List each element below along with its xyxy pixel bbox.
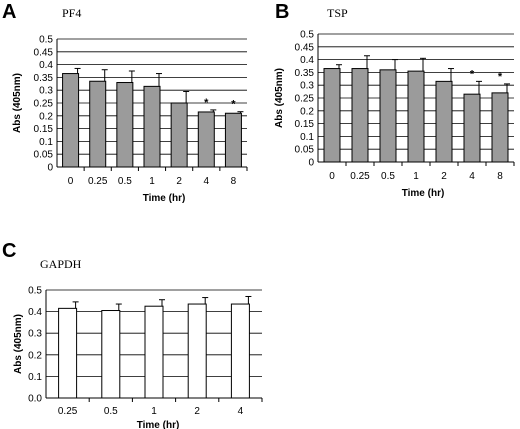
bar: [144, 305, 164, 399]
y-tick-label: 0.1: [300, 132, 314, 143]
bar: [351, 68, 369, 163]
bar: [101, 310, 121, 399]
x-tick-label: 4: [238, 406, 244, 417]
y-tick-label: 0.15: [34, 124, 54, 135]
y-tick-label: 0.4: [300, 55, 314, 66]
bar: [187, 303, 207, 399]
x-tick-label: 2: [441, 171, 447, 182]
y-tick-label: 0.2: [39, 111, 53, 122]
x-tick-label: 0.5: [381, 171, 395, 182]
significance-mark-asterisk: *: [204, 97, 209, 109]
bar: [89, 80, 107, 168]
y-tick-label: 0: [308, 158, 314, 169]
bar: [491, 92, 509, 163]
x-tick-label: 2: [194, 406, 200, 417]
y-tick-label: 0.4: [28, 307, 42, 318]
y-tick-label: 0.3: [300, 81, 314, 92]
x-tick-label: 1: [413, 171, 419, 182]
y-tick-label: 0.35: [34, 73, 54, 84]
x-tick-label: 0.25: [58, 406, 78, 417]
y-tick-label: 0.25: [295, 94, 315, 105]
y-tick-label: 0.5: [300, 30, 314, 41]
x-tick-label: 2: [176, 176, 182, 187]
panel-title-gapdh: GAPDH: [40, 257, 82, 271]
bar: [323, 68, 341, 163]
y-tick-label: 0: [47, 163, 53, 174]
bar: [170, 102, 188, 168]
x-tick-label: 8: [231, 176, 237, 187]
y-axis-label: Abs (405nm): [13, 314, 24, 374]
x-tick-label: 0: [68, 176, 74, 187]
x-tick-label: 0: [329, 171, 335, 182]
x-tick-label: 0.5: [118, 176, 132, 187]
significance-mark-asterisk: *: [498, 71, 503, 83]
bar: [116, 82, 134, 168]
y-tick-label: 0.5: [39, 35, 53, 46]
x-axis-label: Time (hr): [402, 188, 445, 199]
panel-title-tsp: TSP: [327, 6, 348, 20]
y-tick-label: 0.0: [28, 394, 42, 405]
panel-letter-a: A: [2, 1, 16, 23]
y-tick-label: 0.05: [295, 145, 315, 156]
y-tick-label: 0.45: [295, 42, 315, 53]
bar: [379, 69, 397, 163]
x-axis-label: Time (hr): [143, 193, 186, 204]
y-tick-label: 0.5: [28, 286, 42, 297]
y-tick-label: 0.3: [39, 86, 53, 97]
bar: [143, 85, 161, 168]
panel-a: A PF4 00.050.10.150.20.250.30.350.40.450…: [2, 1, 248, 204]
bar: [230, 303, 250, 399]
bar: [407, 70, 425, 163]
bar: [224, 112, 242, 168]
x-tick-label: 0.25: [350, 171, 370, 182]
y-tick-label: 0.2: [300, 106, 314, 117]
panel-c: C GAPDH 0.0 0.1 0.2 0.3 0.4 0.5 0.25 0.5 1 2 4 Time…: [2, 240, 263, 429]
x-tick-label: 1: [151, 406, 157, 417]
x-tick-label: 1: [149, 176, 155, 187]
bar: [463, 93, 481, 163]
x-tick-label: 0.5: [104, 406, 118, 417]
y-tick-label: 0.35: [295, 68, 315, 79]
y-tick-label: 0.3: [28, 329, 42, 340]
bar: [197, 111, 215, 168]
x-tick-label: 8: [497, 171, 503, 182]
x-axis-label: Time (hr): [137, 420, 180, 429]
y-tick-label: 0.4: [39, 60, 53, 71]
x-tick-label: 0.25: [88, 176, 108, 187]
y-tick-label: 0.1: [39, 137, 53, 148]
y-tick-label: 0.05: [34, 150, 54, 161]
y-tick-label: 0.2: [28, 350, 42, 361]
y-tick-label: 0.1: [28, 372, 42, 383]
panel-letter-b: B: [275, 1, 289, 23]
x-tick-label: 4: [204, 176, 210, 187]
bar: [62, 73, 80, 168]
bar: [58, 307, 78, 399]
significance-mark-asterisk: *: [231, 99, 236, 111]
panel-letter-c: C: [2, 240, 16, 262]
panel-b: B TSP 00.050.10.150.20.250.30.350.40.450…: [274, 1, 515, 199]
significance-mark-asterisk: *: [470, 68, 475, 80]
y-axis-label: Abs (405nm): [274, 68, 285, 128]
y-axis-label: Abs (405nm): [12, 73, 23, 133]
y-tick-label: 0.15: [295, 119, 315, 130]
y-tick-label: 0.45: [34, 47, 54, 58]
bar: [435, 80, 453, 163]
y-tick-label: 0.25: [34, 99, 54, 110]
panel-title-pf4: PF4: [62, 6, 81, 20]
x-tick-label: 4: [469, 171, 475, 182]
